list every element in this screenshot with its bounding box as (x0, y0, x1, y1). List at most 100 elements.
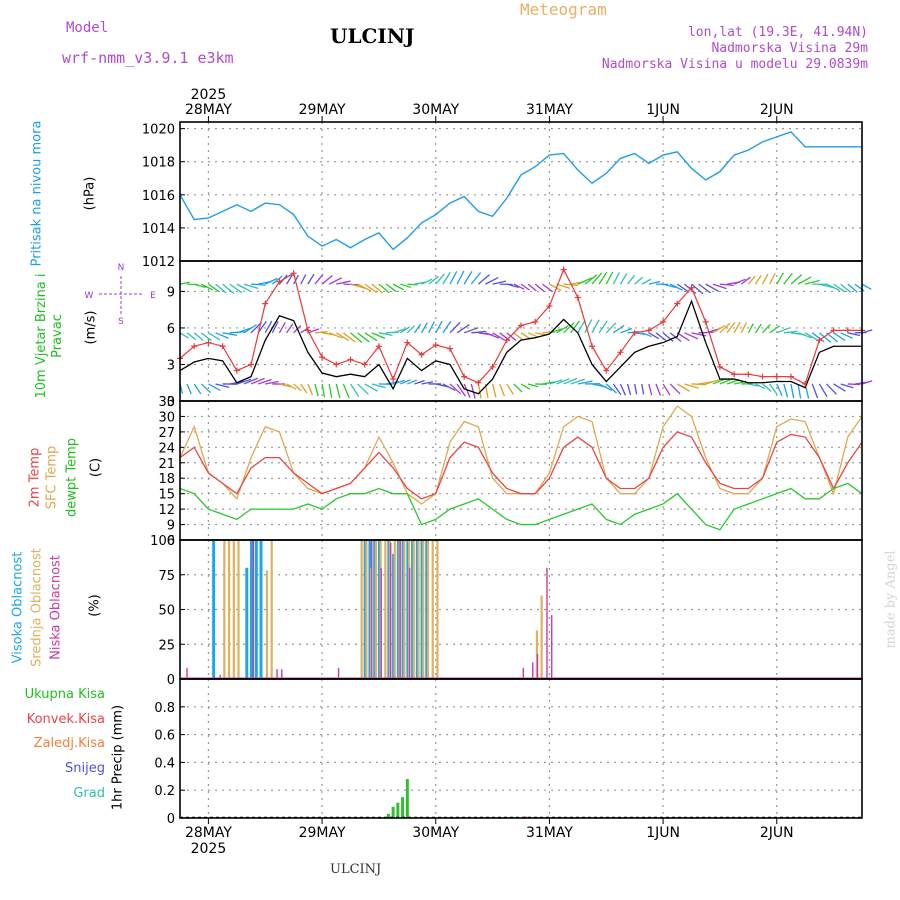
gust-marker (432, 342, 439, 348)
gust-marker (617, 349, 624, 356)
wind-arrow (584, 319, 593, 334)
wind-arrow (278, 322, 286, 334)
panel-frame (179, 678, 863, 819)
model-elevation: Nadmorska Visina u modelu 29.0839m (601, 57, 868, 72)
wind-arrow (726, 321, 736, 334)
compass-w: W (85, 291, 94, 301)
mid-cloud-bar (227, 540, 231, 679)
wind-arrow (840, 383, 854, 389)
wind-arrow (705, 283, 719, 292)
panel-background (180, 401, 862, 540)
wind-arrow (570, 320, 580, 334)
wind-arrow (250, 322, 262, 334)
wind-arrow (215, 383, 230, 389)
wind-arrow (818, 332, 832, 343)
wind-arrow (293, 383, 302, 392)
wind-arrow (833, 383, 846, 392)
wind-arrow (783, 383, 789, 398)
high-cloud-bar (373, 540, 377, 679)
y-tick-label: 1016 (142, 189, 175, 204)
high-cloud-bar (406, 540, 410, 679)
wind-arrow (215, 332, 229, 339)
wind-arrow (776, 383, 783, 397)
gust-marker (844, 327, 851, 334)
top-date-label: 30MAY (412, 102, 459, 118)
precip-total-bar (391, 806, 395, 818)
compass-e: E (150, 291, 156, 301)
wind-arrow (201, 283, 213, 291)
gust-marker (546, 303, 553, 310)
mid-cloud-bar (431, 540, 434, 679)
wind-arrow (605, 271, 614, 285)
precip-total-bar (396, 802, 400, 818)
wind-arrow (492, 332, 505, 341)
wind-arrow (826, 383, 838, 395)
wind-arrow (335, 332, 350, 342)
wind-arrow (456, 383, 466, 397)
footer-station: ULCINJ (330, 862, 382, 877)
wind-arrow (342, 332, 356, 343)
wind-arrow (769, 325, 781, 334)
mid-cloud-bar (426, 540, 430, 679)
wind-arrow (847, 283, 858, 293)
wind-arrow (350, 332, 363, 343)
wind-arrow (414, 379, 425, 385)
snow-label: Snijeg (65, 761, 105, 776)
wind-arrow (243, 283, 259, 290)
wind-arrow (271, 275, 283, 285)
wind-arrow (215, 283, 227, 294)
y-tick-label: 3 (167, 358, 175, 373)
wind-arrow (627, 274, 636, 285)
gust-marker (191, 343, 198, 350)
wind-arrow (847, 383, 861, 386)
compass-cross (99, 276, 143, 314)
y-tick-label: 15 (158, 488, 175, 503)
wind-arrow (407, 379, 418, 385)
wind-arrow (556, 378, 570, 385)
bottom-date-label: 29MAY (299, 825, 346, 841)
wind-arrow (612, 324, 625, 334)
bottom-date-label: 28MAY (185, 825, 232, 841)
wind-arrow (719, 322, 731, 334)
low-cloud-bar (551, 615, 553, 679)
top-date-label: 31MAY (526, 102, 573, 118)
y-tick-label: 0 (167, 673, 175, 688)
wind-arrow (264, 320, 273, 334)
precip-conv-label: Konvek.Kisa (26, 712, 105, 727)
wind-arrow (527, 283, 537, 292)
wind-arrow (684, 332, 699, 340)
wind-arrow (307, 328, 320, 334)
wind-arrow (790, 274, 803, 285)
wind-arrow (861, 283, 872, 290)
wind-arrow (399, 379, 411, 385)
wind-arrow (428, 275, 439, 285)
gust-marker (532, 318, 539, 325)
gust-marker (205, 339, 212, 346)
mid-cloud-bar (265, 570, 269, 679)
wind-arrow (364, 332, 378, 342)
wind-arrow (563, 377, 578, 385)
bottom-date-label: 1JUN (646, 825, 680, 841)
wind-arrow (648, 332, 660, 340)
wind-arrow (200, 383, 212, 394)
wind-arrow (534, 283, 545, 293)
gust-marker (319, 354, 326, 361)
wind-arrow (208, 332, 221, 341)
wind-arrow (371, 383, 386, 389)
low-cloud-bar (186, 667, 188, 679)
wind-arrow (691, 283, 704, 295)
wind-arrow (300, 274, 307, 285)
wind-arrow (648, 383, 653, 396)
wind-arrow (783, 330, 798, 334)
y-tick-label: 6 (167, 534, 175, 549)
wind-arrow (328, 332, 343, 339)
mid-cloud-bar (232, 540, 235, 679)
precip-frz-label: Zaledj.Kisa (33, 736, 105, 751)
wind-arrow (549, 379, 563, 385)
gust-marker (276, 278, 283, 285)
precip-total-label: Ukupna Kisa (24, 687, 105, 702)
wind-arrow (385, 283, 397, 293)
low-cloud-bar (522, 667, 524, 679)
top-date-label: 1JUN (646, 102, 680, 118)
